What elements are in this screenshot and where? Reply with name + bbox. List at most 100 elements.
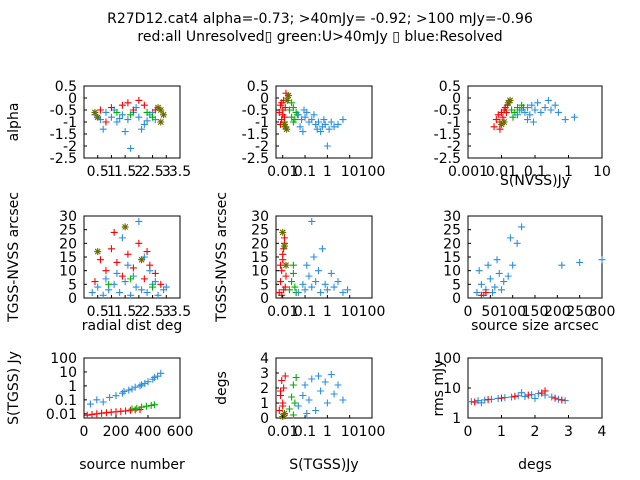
data-point [330,123,338,131]
data-point [107,113,115,121]
x-tick-label: 0 [464,304,473,320]
data-point [93,410,101,418]
data-point [299,128,307,136]
data-point [122,407,130,415]
x-tick-label: 0 [464,424,473,440]
y-tick-label: 5 [452,277,461,293]
data-point [314,118,322,126]
y-axis-label: TGSS-NVSS arcsec [6,192,22,323]
data-point [288,99,296,107]
data-point [91,278,99,286]
data-point [88,289,96,297]
data-point [149,113,157,121]
data-point [327,269,335,277]
data-point [138,286,146,294]
data-point [118,234,126,242]
data-point [110,228,118,236]
data-point [296,123,304,131]
data-point [558,261,566,269]
data-point [113,269,121,277]
data-point [138,125,146,133]
data-point [144,378,152,386]
data-point [121,128,129,136]
data-point [281,372,289,380]
data-points [490,96,578,133]
y-tick-label: 15 [251,250,269,266]
y-axis-label: S(TGSS) Jy [6,351,22,425]
data-point [321,378,329,386]
y-tick-label: 4 [260,351,269,367]
data-point [135,217,143,225]
data-point [278,291,286,299]
data-point [321,120,329,128]
x-tick-label: 200 [103,424,130,440]
plot-frame [83,215,181,299]
data-point [484,396,492,404]
data-point [299,392,307,399]
y-axis-label: alpha [6,103,22,142]
y-tick-label: 30 [251,209,269,225]
data-point [149,283,157,291]
data-point [285,106,293,114]
data-point [500,278,508,286]
data-point [279,250,287,258]
data-point [495,269,503,277]
x-axis-label: S(TGSS)Jy [289,457,358,473]
y-tick-label: -2 [255,139,269,155]
data-point [524,104,532,112]
data-point [118,389,126,397]
data-point [151,269,159,277]
data-point [504,272,512,280]
x-tick-label: 10 [593,164,611,180]
data-point [289,411,297,419]
data-point [498,394,505,402]
data-point [121,223,129,231]
data-point [291,283,299,291]
data-point [301,381,309,389]
y-tick-label: 3 [260,366,269,382]
x-tick-label: 3.5 [169,304,191,320]
data-point [534,99,542,107]
y-axis-label: degs [214,371,230,405]
data-point [327,118,335,126]
y-tick-label: -1 [63,115,77,131]
y-tick-label: -0.5 [50,103,77,119]
x-tick-label: 300 [589,304,616,320]
data-point [320,116,328,124]
data-point [561,116,569,124]
data-point [275,407,283,414]
x-tick-label: 3 [162,304,171,320]
data-point [154,104,162,112]
data-point [541,387,549,395]
data-point [138,403,146,411]
data-point [499,113,507,121]
x-tick-label: 0.1 [294,304,316,320]
data-points [275,217,352,299]
data-point [339,396,347,404]
data-point [528,101,536,109]
data-point [99,291,107,299]
x-tick-label: 3 [564,424,573,440]
data-point [317,289,325,297]
data-point [554,395,562,403]
data-point [143,117,151,125]
data-point [280,410,288,417]
data-point [289,261,297,269]
x-tick-label: 0.01 [267,424,298,440]
data-point [289,269,297,277]
data-point [529,118,537,126]
y-tick-label: 25 [443,223,461,239]
data-point [305,396,313,404]
data-point [141,379,149,387]
data-point [157,280,165,288]
data-point [127,291,135,299]
plot-frame [467,215,603,299]
data-point [506,96,514,104]
data-point [314,267,322,275]
x-tick-label: 150 [522,304,549,320]
data-point [279,402,287,410]
y-tick-label: 10 [443,264,461,280]
data-point [129,264,137,272]
data-point [282,261,290,269]
